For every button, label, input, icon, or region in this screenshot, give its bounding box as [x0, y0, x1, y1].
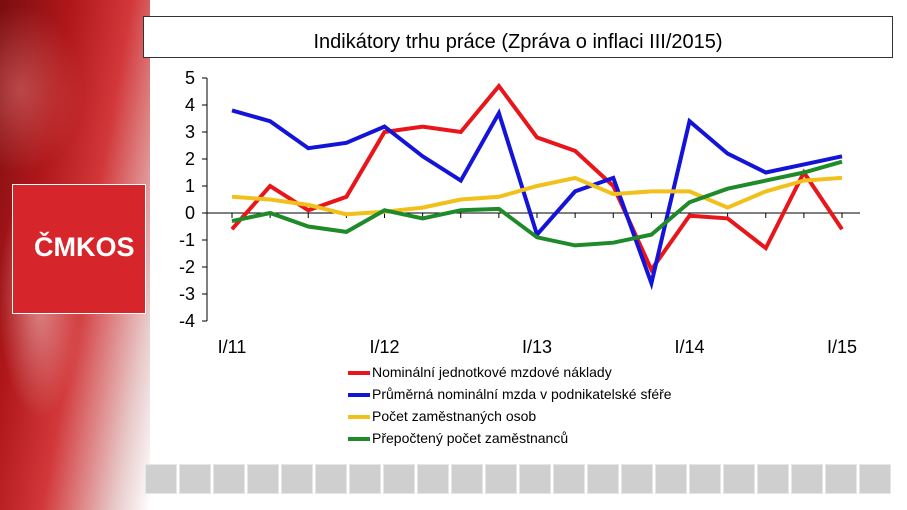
legend-swatch [348, 415, 370, 419]
series-line-4 [231, 159, 843, 248]
union-logo-icon [485, 464, 517, 494]
y-tick-label: 4 [185, 95, 195, 115]
union-logo-icon [349, 464, 381, 494]
union-logo-icon [315, 464, 347, 494]
union-logo-icon [179, 464, 211, 494]
union-logo-icon [655, 464, 687, 494]
chart-legend: Nominální jednotkové mzdové náklady Průmě… [348, 362, 748, 450]
union-logo-icon [825, 464, 857, 494]
y-tick-label: -4 [179, 311, 195, 331]
union-logo-icon [281, 464, 313, 494]
legend-swatch [348, 437, 370, 441]
y-tick-label: 5 [185, 68, 195, 88]
x-tick-label: I/13 [522, 337, 552, 357]
legend-item: Nominální jednotkové mzdové náklady [348, 362, 748, 384]
union-logo-icon [859, 464, 891, 494]
y-tick-label: 0 [185, 203, 195, 223]
legend-swatch [348, 371, 370, 375]
y-tick-label: -3 [179, 284, 195, 304]
series-line-1 [230, 82, 844, 274]
union-logo-icon [757, 464, 789, 494]
y-tick-label: -1 [179, 230, 195, 250]
member-unions-logo-strip [145, 462, 895, 496]
union-logo-icon [587, 464, 619, 494]
series-line-2 [231, 108, 843, 291]
y-tick-label: 2 [185, 149, 195, 169]
y-tick-label: 1 [185, 176, 195, 196]
union-logo-icon [791, 464, 823, 494]
union-logo-icon [213, 464, 245, 494]
chart-title: Indikátory trhu práce (Zpráva o inflaci … [313, 31, 723, 53]
union-logo-icon [247, 464, 279, 494]
series-line-3 [231, 175, 843, 217]
legend-swatch [348, 393, 370, 397]
legend-item: Počet zaměstnaných osob [348, 406, 748, 428]
x-tick-label: I/15 [827, 337, 857, 357]
union-logo-icon [417, 464, 449, 494]
cmkos-logo-text: ČMKOS [34, 232, 135, 262]
union-logo-icon [451, 464, 483, 494]
y-tick-label: -2 [179, 257, 195, 277]
legend-label: Přepočtený počet zaměstnanců [372, 430, 569, 446]
union-logo-icon [689, 464, 721, 494]
x-tick-label: I/11 [218, 337, 247, 357]
x-tick-label: I/12 [369, 337, 399, 357]
chart-title-box: Indikátory trhu práce (Zpráva o inflaci … [143, 16, 893, 58]
legend-item: Průměrná nominální mzda v podnikatelské … [348, 384, 748, 406]
legend-label: Počet zaměstnaných osob [372, 408, 537, 424]
legend-label: Nominální jednotkové mzdové náklady [372, 364, 612, 380]
x-tick-label: I/14 [674, 337, 704, 357]
union-logo-icon [723, 464, 755, 494]
legend-item: Přepočtený počet zaměstnanců [348, 428, 748, 450]
union-logo-icon [519, 464, 551, 494]
y-tick-label: 3 [185, 122, 195, 142]
union-logo-icon [383, 464, 415, 494]
legend-label: Průměrná nominální mzda v podnikatelské … [372, 386, 672, 402]
union-logo-icon [621, 464, 653, 494]
union-logo-icon [553, 464, 585, 494]
union-logo-icon [145, 464, 177, 494]
cmkos-logo-box [12, 184, 146, 314]
